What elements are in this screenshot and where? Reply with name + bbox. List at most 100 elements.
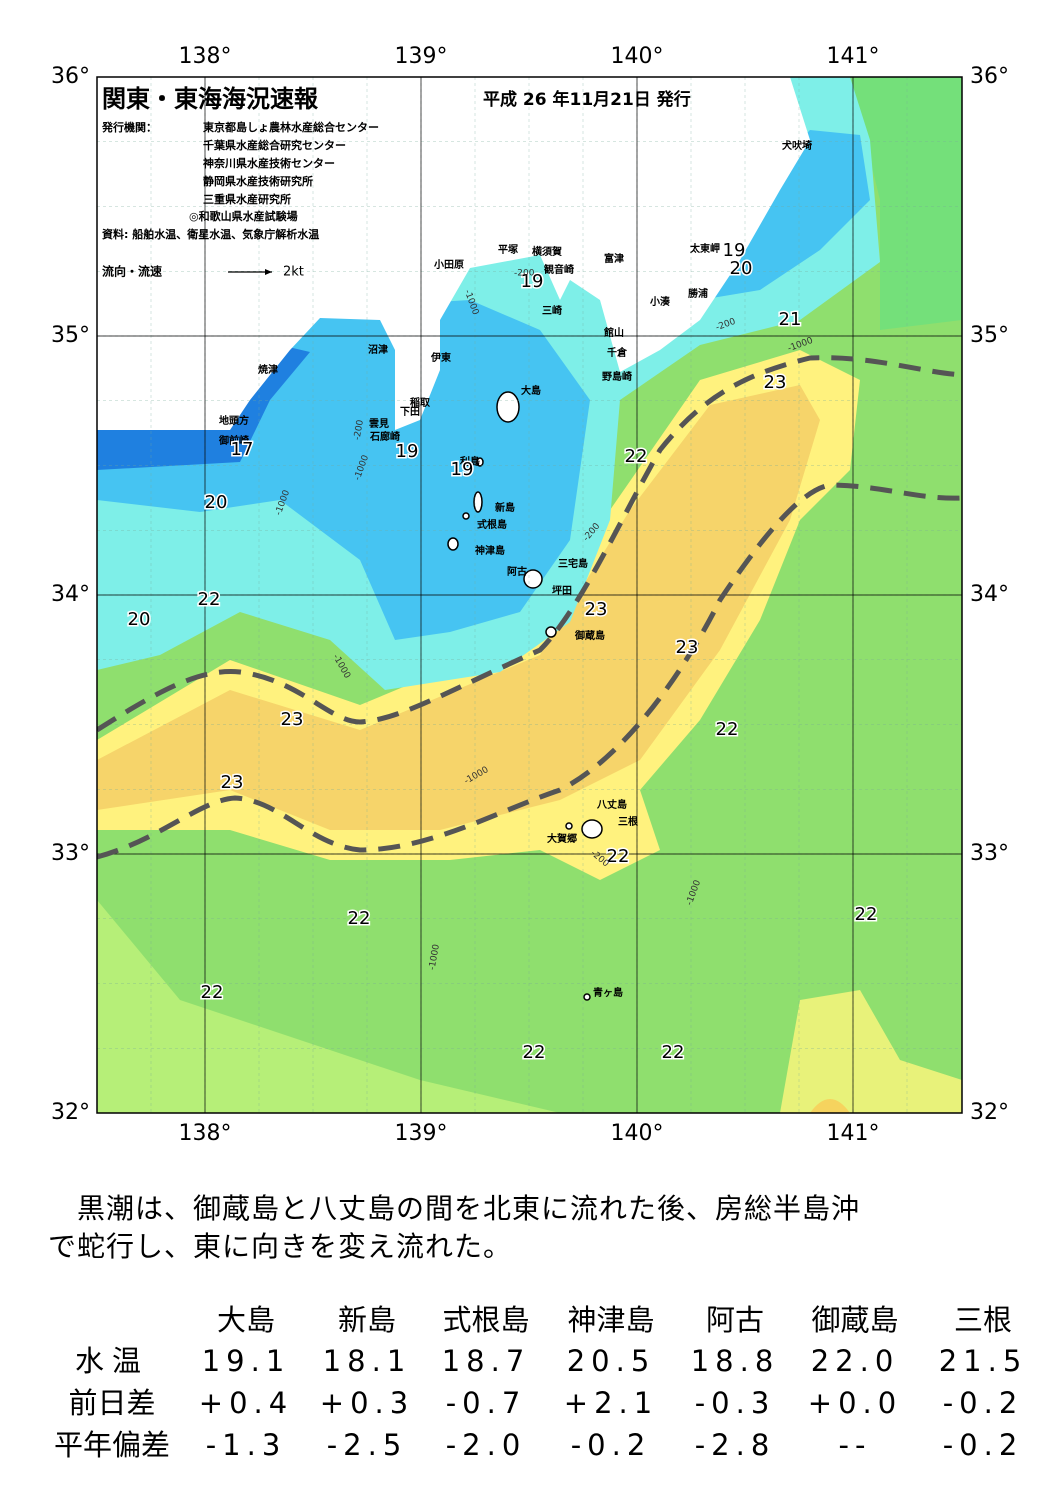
place-label: 伊東	[430, 351, 451, 364]
place-label: 八丈島	[596, 798, 627, 811]
row-label: 前日差	[68, 1386, 155, 1420]
isotherm-label: 23	[281, 709, 304, 730]
isotherm-label: 22	[662, 1042, 685, 1063]
legend-label: 流向・流速	[102, 264, 162, 279]
isotherm-label: 19	[451, 459, 474, 480]
row-label: 平年偏差	[54, 1428, 170, 1462]
sea-19	[700, 130, 870, 300]
isotherm-label: 19	[723, 240, 746, 261]
place-label: 野島崎	[602, 370, 632, 383]
issuer: ◎和歌山県水産試験場	[189, 209, 298, 223]
isotherm-label: 17	[231, 439, 254, 460]
place-label: 石廊崎	[369, 430, 400, 443]
place-label: 坪田	[552, 584, 572, 597]
source: 資料: 船舶水温、衛星水温、気象庁解析水温	[102, 227, 319, 241]
place-label: 利島	[460, 455, 480, 468]
latitude-label: 34°	[970, 582, 1009, 607]
table-header: 新島	[338, 1303, 396, 1337]
table-cell: -2.5	[327, 1428, 408, 1462]
longitude-label: 139°	[395, 1121, 448, 1146]
depth-label: -200	[353, 419, 366, 441]
table-cell: -0.2	[571, 1428, 652, 1462]
place-label: 富津	[604, 252, 624, 265]
isotherm-label: 22	[348, 908, 371, 929]
isotherm-label: 23	[585, 599, 608, 620]
latitude-label: 36°	[51, 64, 90, 89]
place-label: 犬吠埼	[782, 139, 812, 152]
place-label: 式根島	[477, 518, 507, 531]
kuroshio-core	[97, 385, 820, 830]
latitude-label: 34°	[51, 582, 90, 607]
place-label: 小田原	[433, 258, 464, 271]
place-label: 青ヶ島	[593, 986, 623, 999]
island	[583, 993, 591, 1001]
map-area	[97, 77, 962, 1113]
latitude-label: 32°	[970, 1100, 1009, 1125]
place-label: 神津島	[475, 544, 505, 557]
island	[523, 569, 543, 589]
island	[565, 822, 573, 830]
isotherm-label: 22	[201, 982, 224, 1003]
isotherm-label: 21	[779, 309, 802, 330]
map-frame	[96, 76, 963, 1114]
isotherm-label: 22	[855, 904, 878, 925]
sea-patch	[780, 990, 962, 1113]
table-cell: 19.1	[202, 1344, 291, 1378]
place-label: 三崎	[542, 304, 562, 317]
place-label: 大賀郷	[547, 832, 577, 845]
longitude-label: 140°	[611, 44, 664, 69]
table-cell: 20.5	[567, 1344, 656, 1378]
issuer: 千葉県水産総合研究センター	[203, 138, 346, 152]
place-label: 大島	[521, 384, 541, 397]
place-label: 新島	[495, 501, 515, 514]
place-label: 下田	[400, 406, 420, 418]
table-cell: +0.0	[808, 1386, 902, 1420]
longitude-label: 141°	[827, 1121, 880, 1146]
table-header: 阿古	[706, 1303, 764, 1337]
table-cell: 22.0	[811, 1344, 900, 1378]
issuer: 神奈川県水産技術センター	[203, 156, 335, 170]
table-cell: -0.3	[695, 1386, 776, 1420]
place-label: 御前崎	[218, 434, 249, 447]
place-label: 雲見	[369, 418, 389, 430]
longitude-label: 140°	[611, 1121, 664, 1146]
place-label: 三宅島	[558, 557, 588, 570]
place-label: 勝浦	[688, 287, 708, 300]
table-cell: +0.3	[320, 1386, 414, 1420]
issuer: 三重県水産研究所	[203, 192, 291, 206]
place-label: 御蔵島	[574, 629, 605, 642]
issuer: 東京都島しょ農林水産総合センター	[203, 120, 379, 134]
island	[581, 819, 603, 839]
isotherm-label: 20	[205, 492, 228, 513]
isotherm-label: 22	[716, 719, 739, 740]
kuroshio-north-edge	[97, 355, 962, 733]
place-label: 横須賀	[532, 245, 562, 258]
issuers-label: 発行機関：	[101, 120, 157, 134]
table-cell: +2.1	[564, 1386, 658, 1420]
latitude-label: 32°	[51, 1100, 90, 1125]
table-cell: -1.3	[206, 1428, 287, 1462]
legend-speed: 2kt	[283, 265, 304, 280]
isotherm-label: 20	[128, 609, 151, 630]
row-label: 水温	[75, 1344, 149, 1378]
issue-date: 平成 26 年11月21日 発行	[483, 89, 691, 110]
place-label: 平塚	[498, 243, 518, 256]
table-cell: --	[839, 1428, 872, 1462]
isotherm-label: 20	[730, 258, 753, 279]
place-label: 千倉	[607, 346, 628, 359]
isotherm-label: 23	[676, 637, 699, 658]
longitude-label: 138°	[179, 44, 232, 69]
place-label: 阿古	[507, 565, 527, 578]
place-label: 沼津	[368, 343, 388, 356]
latitude-label: 33°	[51, 841, 90, 866]
latitude-label: 35°	[970, 323, 1009, 348]
longitude-label: 141°	[827, 44, 880, 69]
isotherm-label: 23	[764, 372, 787, 393]
island	[447, 537, 459, 551]
isotherm-label: 19	[396, 441, 419, 462]
island	[545, 626, 557, 638]
table-header: 三根	[954, 1303, 1012, 1337]
description: 黒潮は、御蔵島と八丈島の間を北東に流れた後、房総半島沖	[48, 1192, 860, 1225]
isotherm-label: 22	[198, 589, 221, 610]
